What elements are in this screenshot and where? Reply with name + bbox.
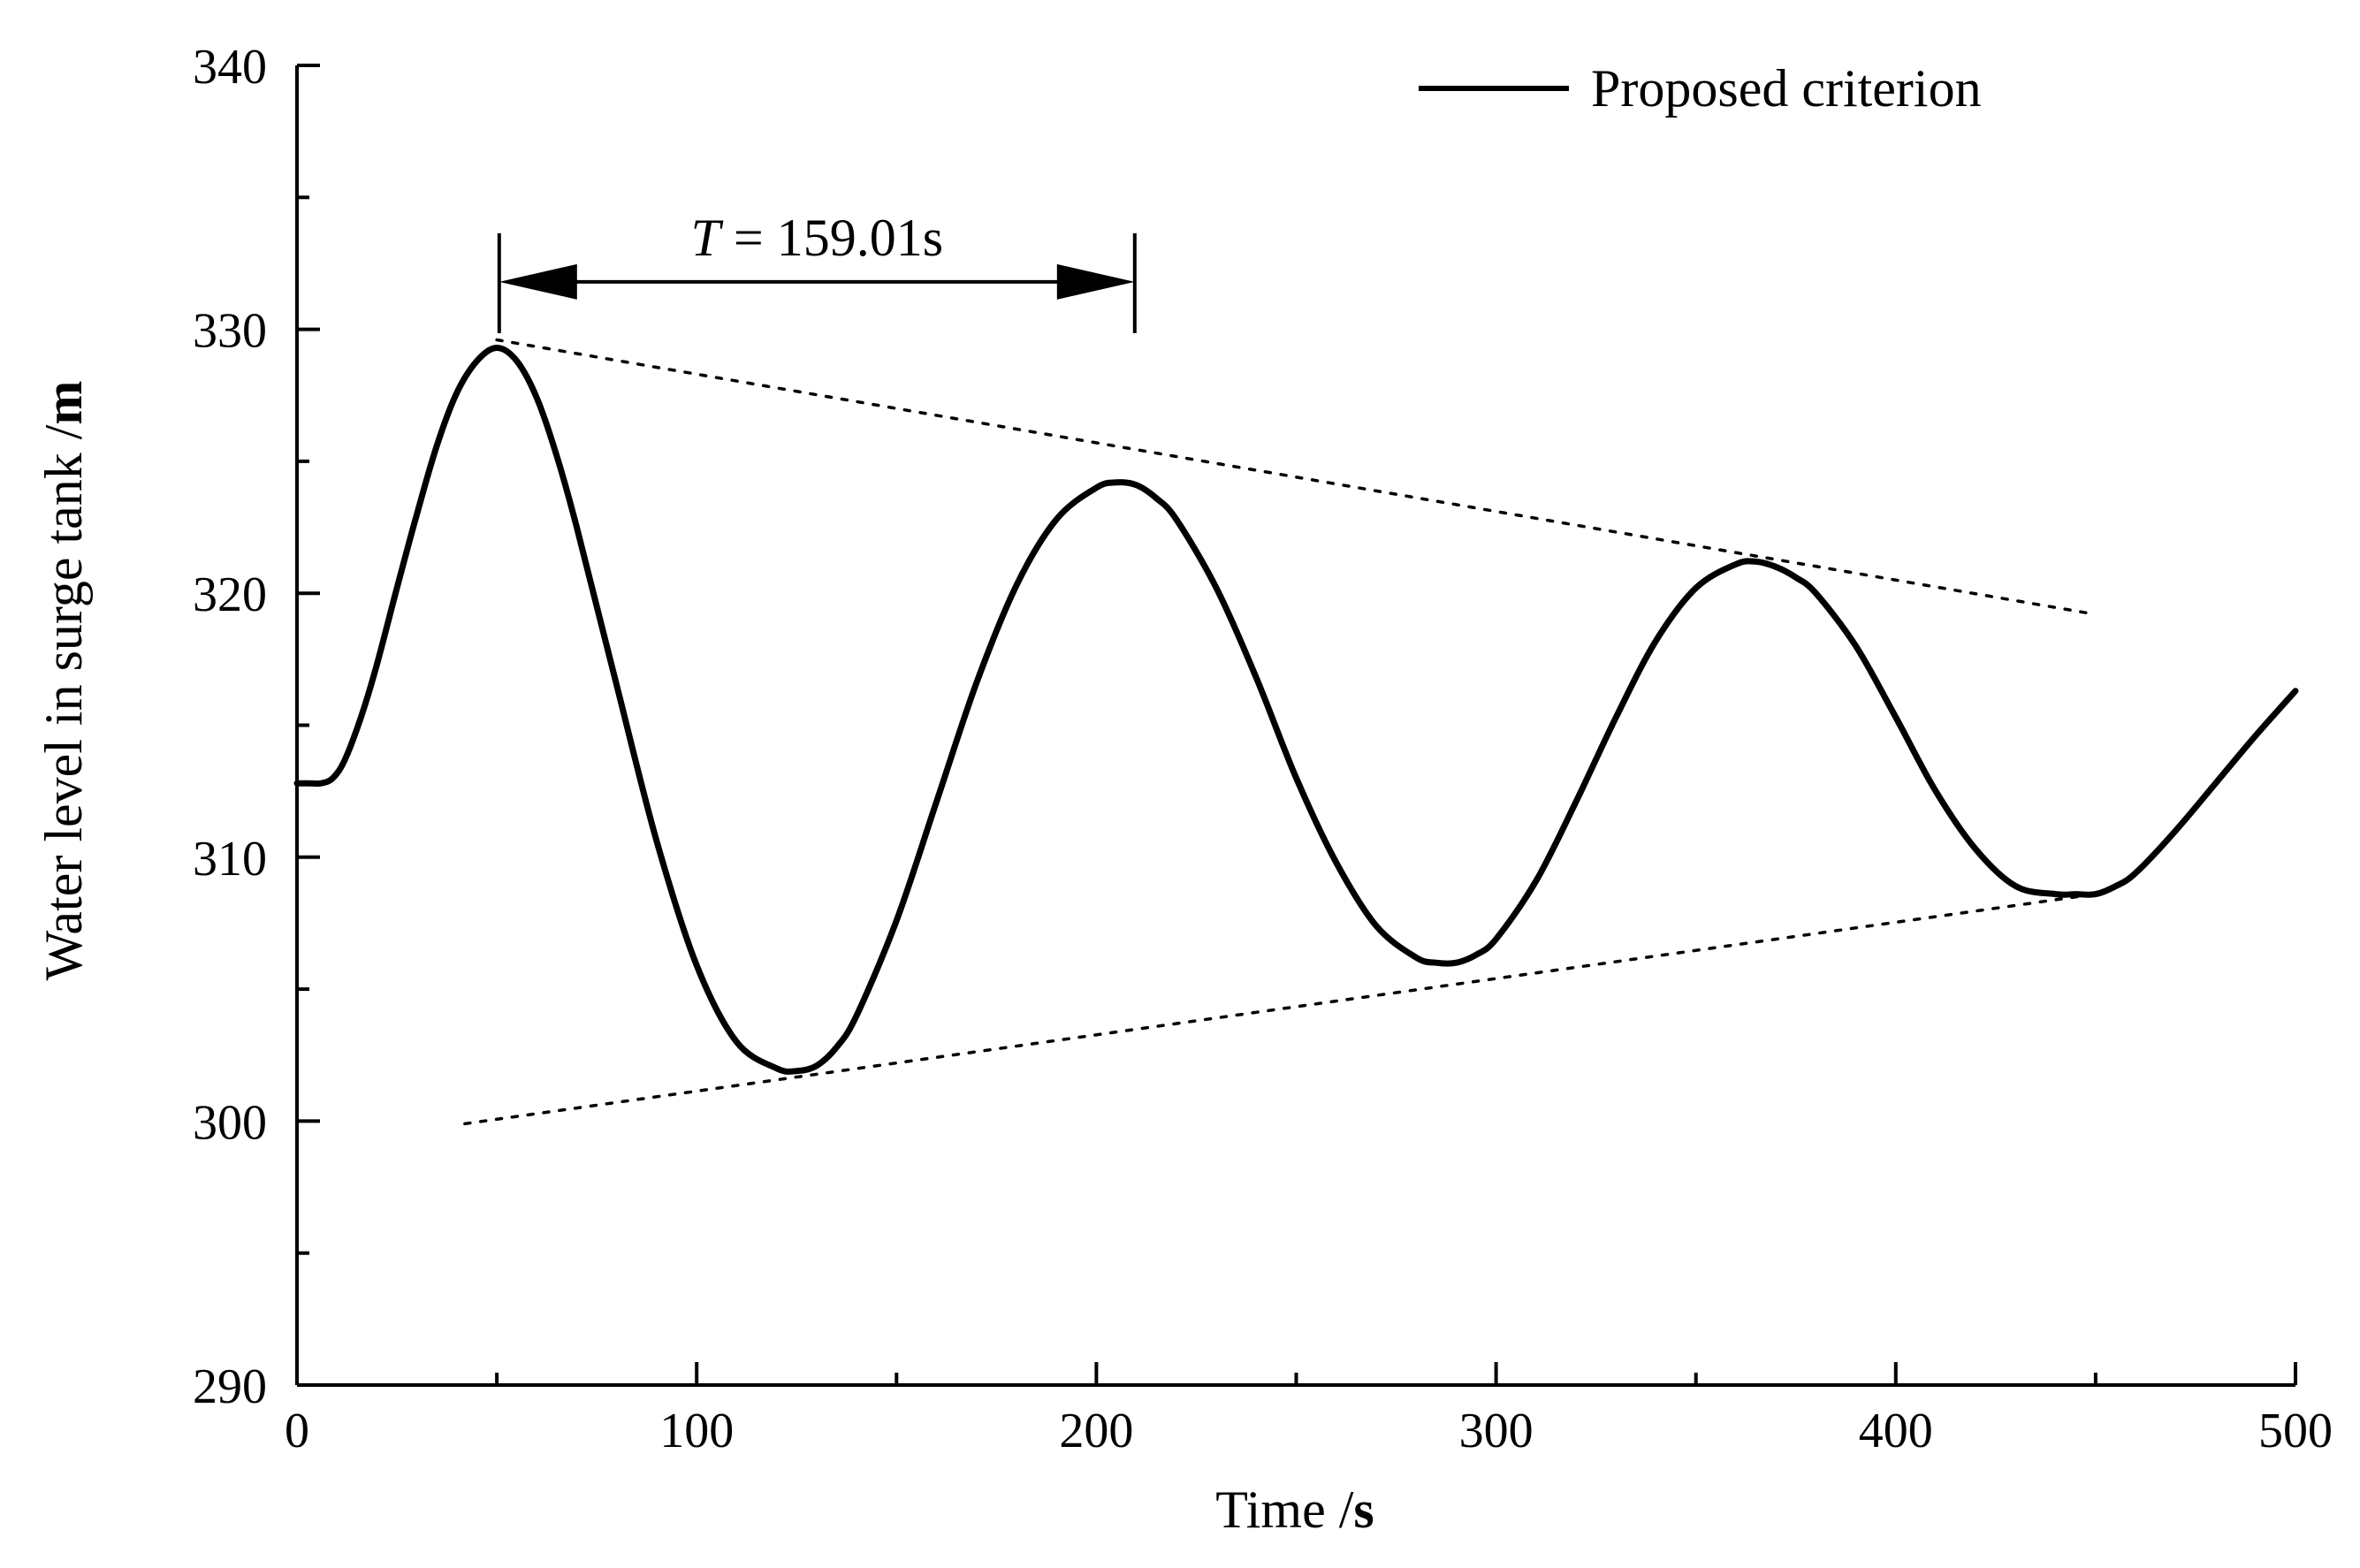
x-tick-label: 0 xyxy=(285,1404,309,1458)
period-value: = 159.01s xyxy=(720,209,943,267)
annotation-layer: T = 159.01s xyxy=(497,209,1137,333)
series-line-upper-envelope xyxy=(495,338,2097,616)
y-axis-title-sep: / xyxy=(34,424,93,453)
y-axis-title-unit: m xyxy=(34,381,93,425)
x-tick-label: 100 xyxy=(659,1404,734,1458)
legend: Proposed criterion xyxy=(1419,59,1982,118)
y-tick-label: 300 xyxy=(193,1095,267,1150)
period-label: T = 159.01s xyxy=(691,209,944,267)
y-tick-label: 330 xyxy=(193,304,267,359)
y-tick-label: 310 xyxy=(193,832,267,887)
series-layer xyxy=(293,338,2299,1126)
y-tick-label: 320 xyxy=(193,567,267,622)
x-axis-title-sep: / xyxy=(1326,1480,1354,1539)
x-tick-label: 500 xyxy=(2258,1404,2333,1458)
y-tick-label: 340 xyxy=(193,40,267,95)
legend-label: Proposed criterion xyxy=(1591,59,1982,118)
x-axis-title-unit: s xyxy=(1353,1480,1374,1539)
y-tick-label: 290 xyxy=(193,1359,267,1414)
y-axis-title: Water level in surge tank /m xyxy=(34,381,93,981)
period-arrowhead-left xyxy=(499,263,577,300)
period-symbol: T xyxy=(691,209,724,267)
x-tick-label: 200 xyxy=(1059,1404,1133,1458)
y-axis-title-text: Water level in surge tank xyxy=(34,453,93,980)
period-arrowhead-right xyxy=(1056,263,1135,300)
x-axis-title: Time /s xyxy=(1215,1480,1374,1539)
series-line-proposed-criterion xyxy=(293,345,2299,1075)
x-tick-label: 300 xyxy=(1459,1404,1534,1458)
x-tick-label: 400 xyxy=(1859,1404,1933,1458)
axis-tick-labels: 0 100 200 300 400 500 290 300 310 320 330 340 xyxy=(193,40,2333,1458)
x-axis-title-text: Time xyxy=(1215,1480,1326,1539)
series-line-lower-envelope xyxy=(463,892,2097,1126)
axis-ticks xyxy=(295,64,2297,1387)
